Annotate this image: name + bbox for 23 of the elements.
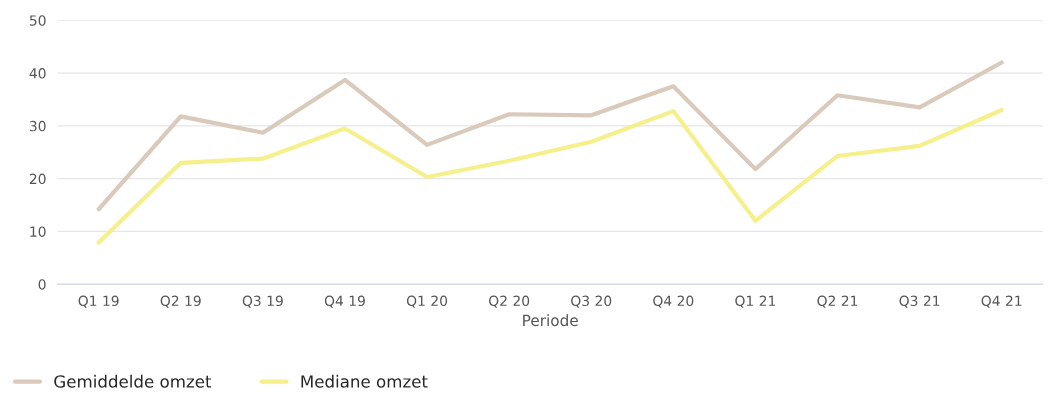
x-tick-label: Q4 21 [981,295,1022,308]
y-tick-label: 30 [29,120,46,132]
legend-label: Mediane omzet [301,374,428,388]
y-tick-label: 40 [29,68,46,79]
x-tick-label: Q2 20 [489,295,530,308]
x-tick-label: Q1 19 [78,295,119,308]
line-series [96,107,1004,245]
x-tick-label: Q2 19 [160,295,201,308]
x-tick-label: Q4 20 [653,295,694,308]
y-tick-label: 0 [38,279,46,290]
line-series [96,60,1004,212]
x-tick-label: Q1 21 [735,295,776,308]
y-tick-label: 50 [29,15,46,26]
x-tick-label: Q3 19 [242,295,283,308]
x-tick-label: Q2 21 [817,295,858,308]
y-tick-label: 20 [29,173,46,185]
y-tick-label: 10 [30,226,46,237]
x-tick-label: Q3 20 [571,295,612,308]
x-tick-label: Q4 19 [324,295,365,308]
x-axis-title: Periode [523,314,578,327]
x-tick-label: Q3 21 [899,295,940,308]
legend-label: Gemiddelde omzet [54,374,212,388]
x-tick-label: Q1 20 [406,295,448,308]
